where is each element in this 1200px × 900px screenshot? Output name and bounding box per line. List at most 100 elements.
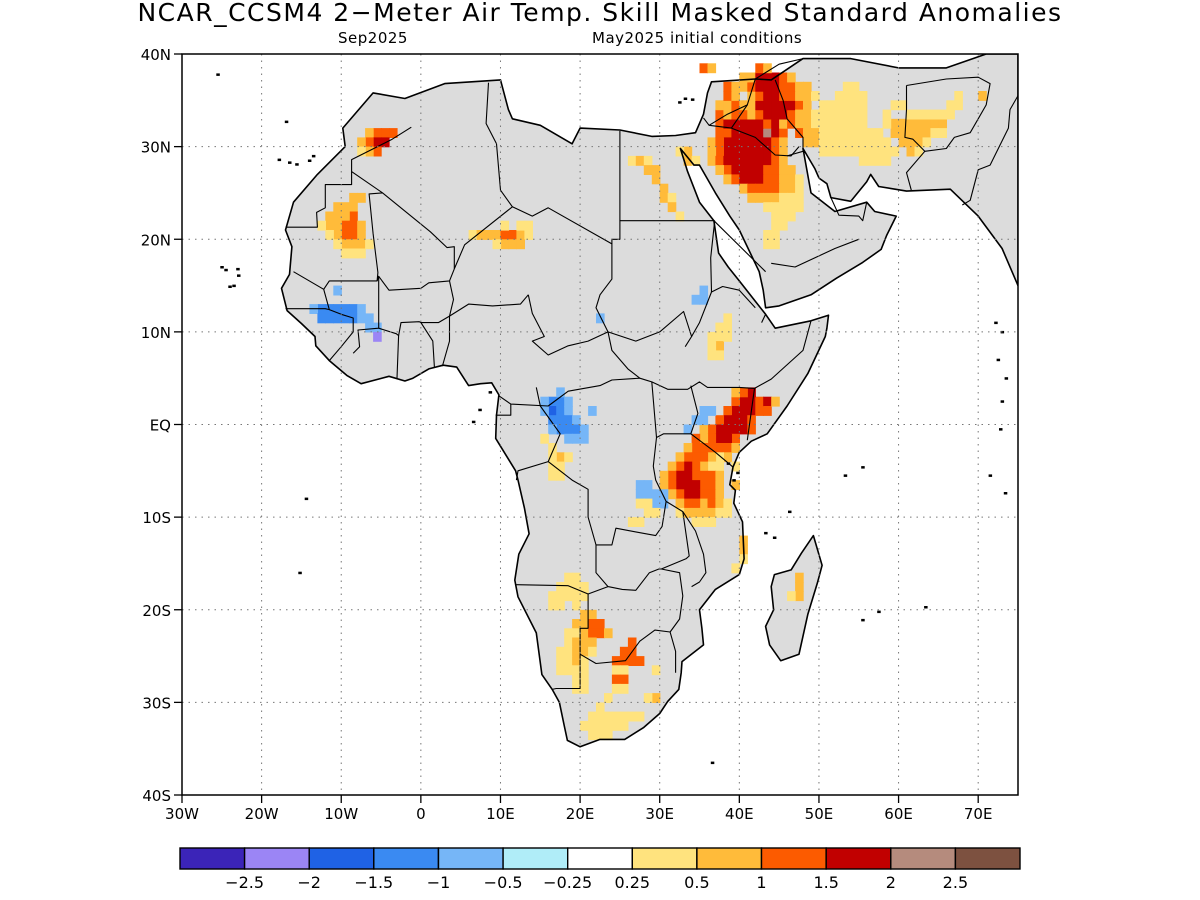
anomaly-cell xyxy=(723,137,732,148)
anomaly-cell xyxy=(604,628,613,639)
anomaly-cell xyxy=(635,498,645,509)
anomaly-cell xyxy=(858,155,868,166)
colorbar-label: 2 xyxy=(886,873,896,892)
anomaly-cell xyxy=(540,406,549,416)
anomaly-cell xyxy=(763,128,772,138)
anomaly-cell xyxy=(651,507,661,518)
anomaly-cell xyxy=(826,118,836,129)
country-border xyxy=(708,104,748,126)
anomaly-cell xyxy=(699,461,709,472)
anomaly-cell xyxy=(564,628,573,639)
anomaly-cell xyxy=(834,118,844,129)
country-border xyxy=(448,280,455,317)
island-mark xyxy=(237,274,241,277)
country-border xyxy=(495,143,513,208)
island-mark xyxy=(284,120,289,124)
anomaly-cell xyxy=(699,406,709,416)
anomaly-cell xyxy=(651,693,661,703)
anomaly-cell xyxy=(731,91,740,101)
anomaly-cell xyxy=(588,730,597,741)
anomaly-cell xyxy=(763,165,772,175)
anomaly-cell xyxy=(739,165,748,175)
anomaly-cell xyxy=(651,174,661,185)
anomaly-cell xyxy=(755,63,764,74)
anomaly-cell xyxy=(747,91,756,101)
anomaly-cell xyxy=(341,248,350,259)
country-border xyxy=(656,433,691,438)
anomaly-cell xyxy=(826,128,836,138)
anomaly-cell xyxy=(938,128,947,138)
anomaly-cell xyxy=(572,665,581,676)
anomaly-cell xyxy=(803,137,812,148)
anomaly-cell xyxy=(755,174,764,185)
anomaly-cell xyxy=(763,155,772,166)
country-border xyxy=(285,171,353,228)
country-border xyxy=(906,76,991,152)
island-mark xyxy=(311,154,316,158)
anomaly-cell xyxy=(795,572,804,583)
anomaly-cell xyxy=(667,192,677,203)
anomaly-cell xyxy=(667,489,677,500)
anomaly-cell xyxy=(341,239,350,250)
anomaly-cell xyxy=(611,674,621,685)
colorbar-swatch xyxy=(308,847,375,870)
colorbar-label: −0.5 xyxy=(484,873,523,892)
anomaly-cell xyxy=(572,619,581,629)
anomaly-cell xyxy=(763,91,772,101)
anomaly-cell xyxy=(572,582,581,592)
anomaly-cell xyxy=(572,600,581,611)
island-mark xyxy=(988,474,993,477)
islands xyxy=(216,73,1009,765)
anomaly-cell xyxy=(715,507,724,518)
island-mark xyxy=(307,159,312,162)
anomaly-cell xyxy=(731,165,740,175)
anomaly-cell xyxy=(811,109,820,120)
anomaly-cell xyxy=(811,118,820,129)
anomaly-cell xyxy=(707,137,717,148)
chart-title: NCAR_CCSM4 2−Meter Air Temp. Skill Maske… xyxy=(137,0,1063,27)
anomaly-cell xyxy=(755,81,764,92)
anomaly-cell xyxy=(715,100,724,111)
anomaly-cell xyxy=(572,656,581,666)
anomaly-cell xyxy=(715,128,724,138)
anomaly-cell xyxy=(731,137,740,148)
anomaly-cell xyxy=(834,91,844,101)
anomaly-cell xyxy=(715,331,724,342)
anomaly-cell xyxy=(556,415,565,426)
anomaly-cell xyxy=(715,452,724,463)
country-border xyxy=(774,79,804,157)
anomaly-cell xyxy=(978,91,987,101)
anomaly-cell xyxy=(763,174,772,185)
anomaly-cell xyxy=(341,220,350,231)
anomaly-cell xyxy=(747,415,756,426)
island-mark xyxy=(843,474,848,477)
anomaly-cell xyxy=(779,165,788,175)
anomaly-cell xyxy=(580,656,589,666)
anomaly-cell xyxy=(707,452,717,463)
island-mark xyxy=(877,610,881,614)
anomaly-cell xyxy=(779,72,788,83)
anomaly-cell xyxy=(731,109,740,120)
anomaly-cell xyxy=(580,637,589,648)
lat-tick-label: 10N xyxy=(141,324,171,342)
anomaly-cell xyxy=(882,146,892,157)
anomaly-cell xyxy=(771,100,780,111)
anomaly-cell xyxy=(683,507,693,518)
country-border xyxy=(579,629,671,665)
anomaly-cell xyxy=(651,489,661,500)
anomaly-cell xyxy=(349,230,358,240)
anomaly-cell xyxy=(572,572,581,583)
anomaly-cell xyxy=(795,109,804,120)
anomaly-cell xyxy=(914,109,924,120)
anomaly-cell xyxy=(580,628,589,639)
lon-tick-label: 30W xyxy=(165,805,199,823)
anomaly-cell xyxy=(779,220,788,231)
anomaly-cell xyxy=(675,146,685,157)
anomaly-cell xyxy=(747,424,756,435)
anomaly-cell xyxy=(850,137,860,148)
anomaly-cell xyxy=(548,600,557,611)
anomaly-cell xyxy=(588,637,597,648)
anomaly-cell xyxy=(333,313,342,324)
island-mark xyxy=(861,618,865,622)
anomaly-cell xyxy=(755,396,764,407)
